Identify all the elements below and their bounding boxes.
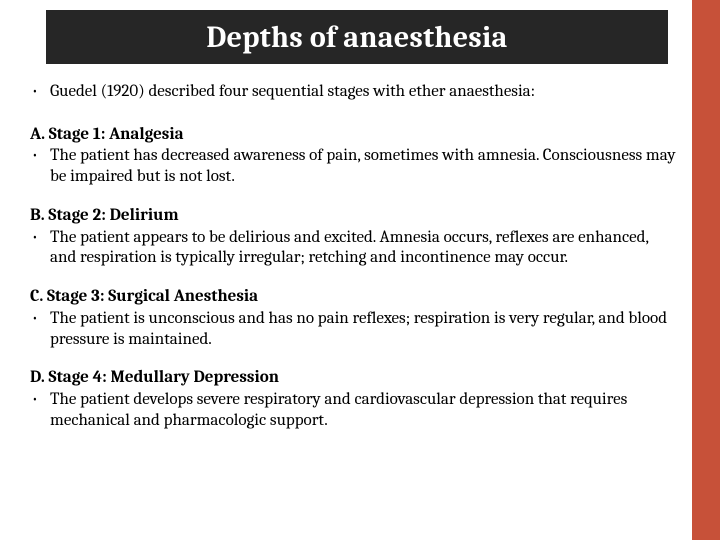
title-bar: Depths of anaesthesia bbox=[46, 10, 668, 64]
section-body: The patient is unconscious and has no pa… bbox=[50, 309, 676, 350]
section-stage-1: A. Stage 1: Analgesia • The patient has … bbox=[28, 125, 676, 188]
bullet-icon: • bbox=[28, 390, 50, 410]
section-body: The patient appears to be delirious and … bbox=[50, 228, 676, 269]
content-area: • Guedel (1920) described four sequentia… bbox=[28, 82, 676, 450]
accent-sidebar bbox=[692, 0, 720, 540]
bullet-icon: • bbox=[28, 309, 50, 329]
intro-bullet: • Guedel (1920) described four sequentia… bbox=[28, 82, 676, 103]
section-heading: A. Stage 1: Analgesia bbox=[28, 125, 676, 146]
section-bullet: • The patient develops severe respirator… bbox=[28, 390, 676, 431]
bullet-icon: • bbox=[28, 146, 50, 166]
section-bullet: • The patient is unconscious and has no … bbox=[28, 309, 676, 350]
bullet-icon: • bbox=[28, 82, 50, 103]
bullet-icon: • bbox=[28, 228, 50, 248]
section-heading: D. Stage 4: Medullary Depression bbox=[28, 368, 676, 389]
section-stage-3: C. Stage 3: Surgical Anesthesia • The pa… bbox=[28, 287, 676, 350]
section-heading: C. Stage 3: Surgical Anesthesia bbox=[28, 287, 676, 308]
section-body: The patient develops severe respiratory … bbox=[50, 390, 676, 431]
section-body: The patient has decreased awareness of p… bbox=[50, 146, 676, 187]
section-heading: B. Stage 2: Delirium bbox=[28, 206, 676, 227]
slide-title: Depths of anaesthesia bbox=[206, 20, 507, 55]
section-bullet: • The patient appears to be delirious an… bbox=[28, 228, 676, 269]
section-stage-4: D. Stage 4: Medullary Depression • The p… bbox=[28, 368, 676, 431]
section-stage-2: B. Stage 2: Delirium • The patient appea… bbox=[28, 206, 676, 269]
section-bullet: • The patient has decreased awareness of… bbox=[28, 146, 676, 187]
intro-text: Guedel (1920) described four sequential … bbox=[50, 82, 676, 103]
